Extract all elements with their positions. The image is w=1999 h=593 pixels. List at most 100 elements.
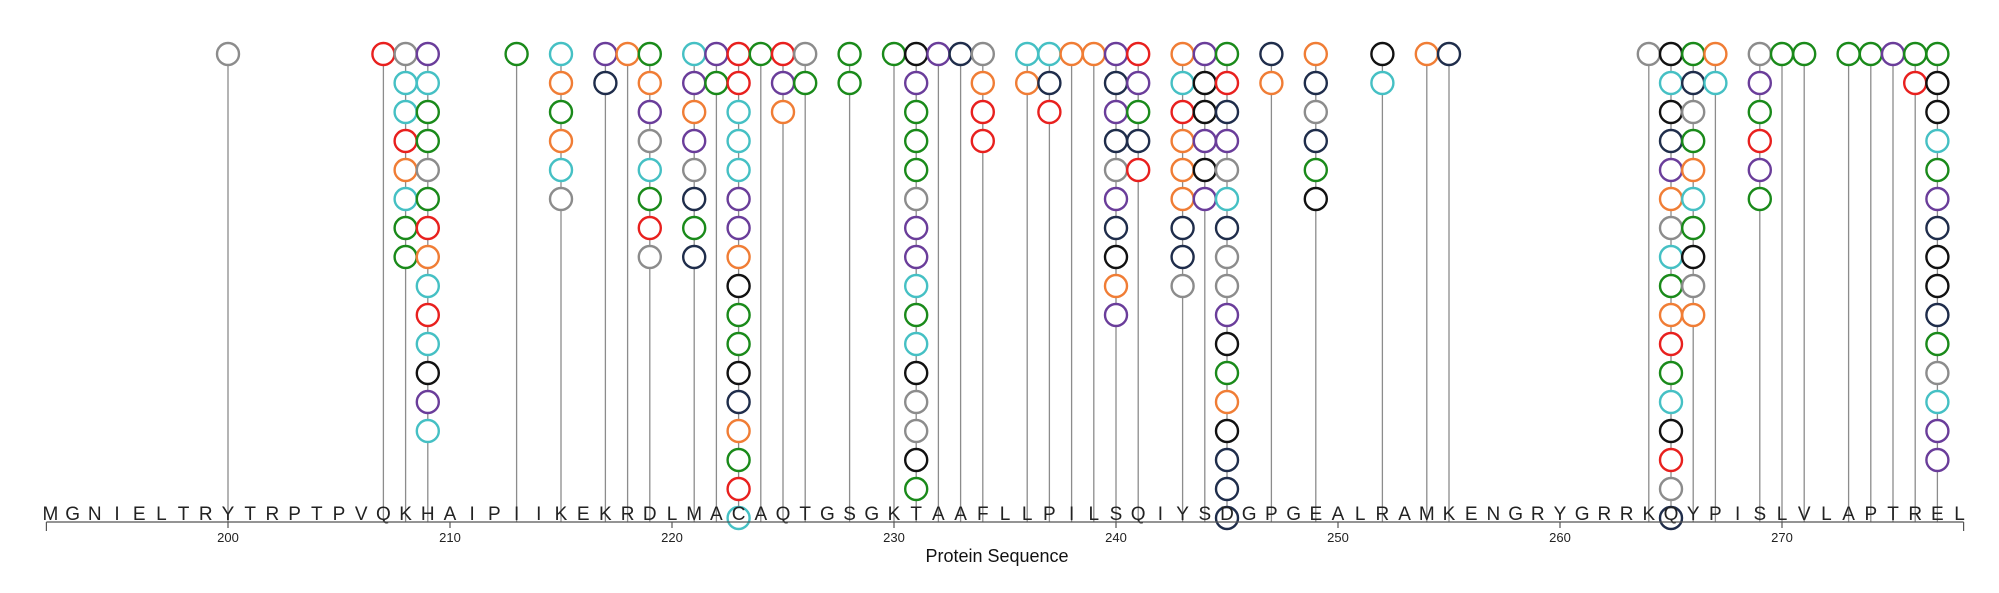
mutation-marker-221-5[interactable] [682,157,707,183]
mutation-marker-215-2[interactable] [548,70,574,96]
mutation-marker-228-2[interactable] [837,70,862,96]
mutation-marker-215-6[interactable] [548,186,574,212]
mutation-marker-240-9[interactable] [1103,273,1129,299]
mutation-marker-265-6[interactable] [1658,186,1684,212]
mutation-marker-209-12[interactable] [415,360,440,386]
mutation-marker-218-1[interactable] [615,41,640,67]
mutation-marker-269-1[interactable] [1747,41,1773,67]
mutation-marker-249-1[interactable] [1303,41,1329,67]
mutation-marker-276-2[interactable] [1902,70,1928,96]
mutation-marker-245-5[interactable] [1214,157,1240,183]
mutation-marker-209-9[interactable] [415,273,440,299]
mutation-marker-221-2[interactable] [682,70,707,96]
mutation-marker-266-3[interactable] [1680,99,1706,125]
mutation-marker-209-5[interactable] [415,157,440,183]
mutation-marker-277-2[interactable] [1925,70,1950,96]
mutation-marker-215-3[interactable] [548,99,574,125]
mutation-marker-277-11[interactable] [1925,331,1950,357]
mutation-marker-277-6[interactable] [1925,186,1950,212]
mutation-marker-245-8[interactable] [1214,244,1240,270]
mutation-marker-245-4[interactable] [1214,128,1240,154]
mutation-marker-209-7[interactable] [415,215,440,241]
mutation-marker-240-7[interactable] [1103,215,1129,241]
mutation-marker-219-7[interactable] [637,215,662,241]
mutation-marker-243-2[interactable] [1170,70,1195,96]
mutation-marker-245-17[interactable] [1214,505,1240,531]
mutation-marker-277-3[interactable] [1925,99,1950,125]
mutation-marker-219-4[interactable] [637,128,662,154]
mutation-marker-265-4[interactable] [1658,128,1684,154]
mutation-marker-266-5[interactable] [1680,157,1706,183]
mutation-marker-270-1[interactable] [1769,41,1795,67]
mutation-marker-265-10[interactable] [1658,302,1684,328]
mutation-marker-237-2[interactable] [1037,70,1062,96]
mutation-marker-277-7[interactable] [1925,215,1950,241]
mutation-marker-223-6[interactable] [726,186,751,212]
mutation-marker-244-1[interactable] [1192,41,1218,67]
mutation-marker-209-13[interactable] [415,389,440,415]
mutation-marker-231-11[interactable] [904,331,929,357]
mutation-marker-233-1[interactable] [948,41,973,67]
mutation-marker-209-8[interactable] [415,244,440,270]
mutation-marker-249-6[interactable] [1303,186,1329,212]
mutation-marker-265-3[interactable] [1658,99,1684,125]
mutation-marker-274-1[interactable] [1858,41,1884,67]
mutation-marker-223-3[interactable] [726,99,751,125]
mutation-marker-208-8[interactable] [393,244,418,270]
mutation-marker-219-1[interactable] [637,41,662,67]
mutation-marker-265-2[interactable] [1658,70,1684,96]
mutation-marker-269-6[interactable] [1747,186,1773,212]
mutation-marker-208-3[interactable] [393,99,418,125]
mutation-marker-223-15[interactable] [726,447,751,473]
mutation-marker-243-3[interactable] [1170,99,1195,125]
mutation-marker-265-8[interactable] [1658,244,1684,270]
mutation-marker-240-8[interactable] [1103,244,1129,270]
mutation-marker-231-7[interactable] [904,215,929,241]
mutation-marker-208-5[interactable] [393,157,418,183]
mutation-marker-231-3[interactable] [904,99,929,125]
mutation-marker-208-7[interactable] [393,215,418,241]
mutation-marker-249-5[interactable] [1303,157,1329,183]
mutation-marker-245-10[interactable] [1214,302,1240,328]
mutation-marker-223-16[interactable] [726,476,751,502]
mutation-marker-223-11[interactable] [726,331,751,357]
mutation-marker-245-15[interactable] [1214,447,1240,473]
mutation-marker-231-10[interactable] [904,302,929,328]
mutation-marker-245-2[interactable] [1214,70,1240,96]
mutation-marker-275-1[interactable] [1880,41,1906,67]
mutation-marker-222-2[interactable] [704,70,729,96]
mutation-marker-234-4[interactable] [970,128,995,154]
mutation-marker-221-8[interactable] [682,244,707,270]
mutation-marker-223-17[interactable] [726,505,751,531]
mutation-marker-213-1[interactable] [504,41,529,67]
mutation-marker-241-3[interactable] [1125,99,1151,125]
mutation-marker-239-1[interactable] [1081,41,1107,67]
mutation-marker-241-5[interactable] [1125,157,1151,183]
mutation-marker-217-1[interactable] [593,41,618,67]
mutation-marker-264-1[interactable] [1636,41,1662,67]
mutation-marker-221-6[interactable] [682,186,707,212]
mutation-marker-223-1[interactable] [726,41,751,67]
mutation-marker-243-7[interactable] [1170,215,1195,241]
mutation-marker-226-1[interactable] [793,41,818,67]
mutation-marker-231-8[interactable] [904,244,929,270]
mutation-marker-231-9[interactable] [904,273,929,299]
mutation-marker-277-4[interactable] [1925,128,1950,154]
mutation-marker-244-2[interactable] [1192,70,1218,96]
mutation-marker-240-3[interactable] [1103,99,1129,125]
mutation-marker-245-12[interactable] [1214,360,1240,386]
mutation-marker-221-1[interactable] [682,41,707,67]
mutation-marker-223-7[interactable] [726,215,751,241]
mutation-marker-215-1[interactable] [548,41,574,67]
mutation-marker-223-12[interactable] [726,360,751,386]
mutation-marker-249-3[interactable] [1303,99,1329,125]
mutation-marker-209-2[interactable] [415,70,440,96]
mutation-marker-247-2[interactable] [1259,70,1284,96]
mutation-marker-243-4[interactable] [1170,128,1195,154]
mutation-marker-245-9[interactable] [1214,273,1240,299]
mutation-marker-244-4[interactable] [1192,128,1218,154]
mutation-marker-243-6[interactable] [1170,186,1195,212]
mutation-marker-265-15[interactable] [1658,447,1684,473]
mutation-marker-234-2[interactable] [970,70,995,96]
mutation-marker-228-1[interactable] [837,41,862,67]
